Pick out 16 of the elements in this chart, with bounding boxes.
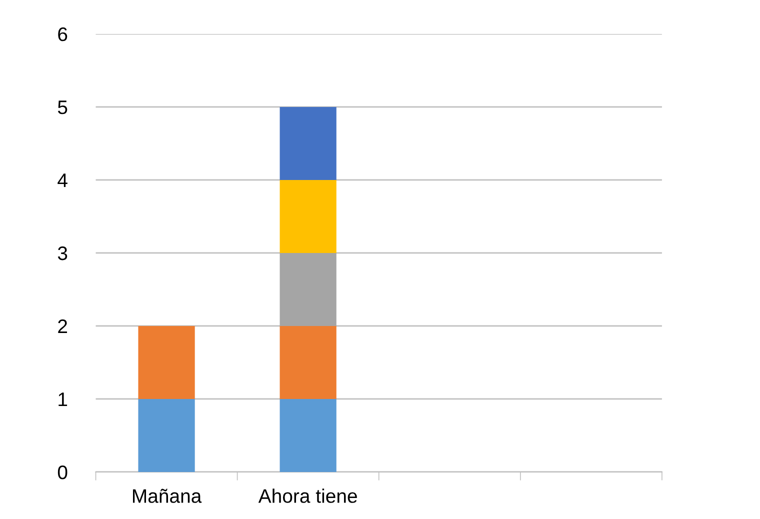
x-tick-label: Mañana bbox=[133, 488, 202, 503]
y-tick-label: 1 bbox=[58, 392, 68, 406]
y-tick-label: 0 bbox=[58, 465, 68, 480]
bar bbox=[280, 326, 336, 399]
bar bbox=[280, 106, 336, 180]
bar bbox=[138, 398, 195, 472]
bar bbox=[280, 180, 336, 253]
y-tick-label: 2 bbox=[58, 319, 68, 334]
x-tick-label: Ahora tiene bbox=[258, 488, 357, 503]
y-tick-label: 6 bbox=[58, 27, 68, 42]
bar bbox=[138, 326, 195, 399]
y-tick-label: 5 bbox=[58, 100, 68, 114]
bar bbox=[280, 252, 336, 326]
y-tick-label: 3 bbox=[58, 246, 68, 260]
bar bbox=[280, 398, 336, 472]
y-tick-label: 4 bbox=[58, 174, 68, 187]
